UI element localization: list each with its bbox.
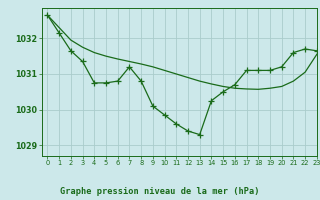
Text: Graphe pression niveau de la mer (hPa): Graphe pression niveau de la mer (hPa) [60, 187, 260, 196]
